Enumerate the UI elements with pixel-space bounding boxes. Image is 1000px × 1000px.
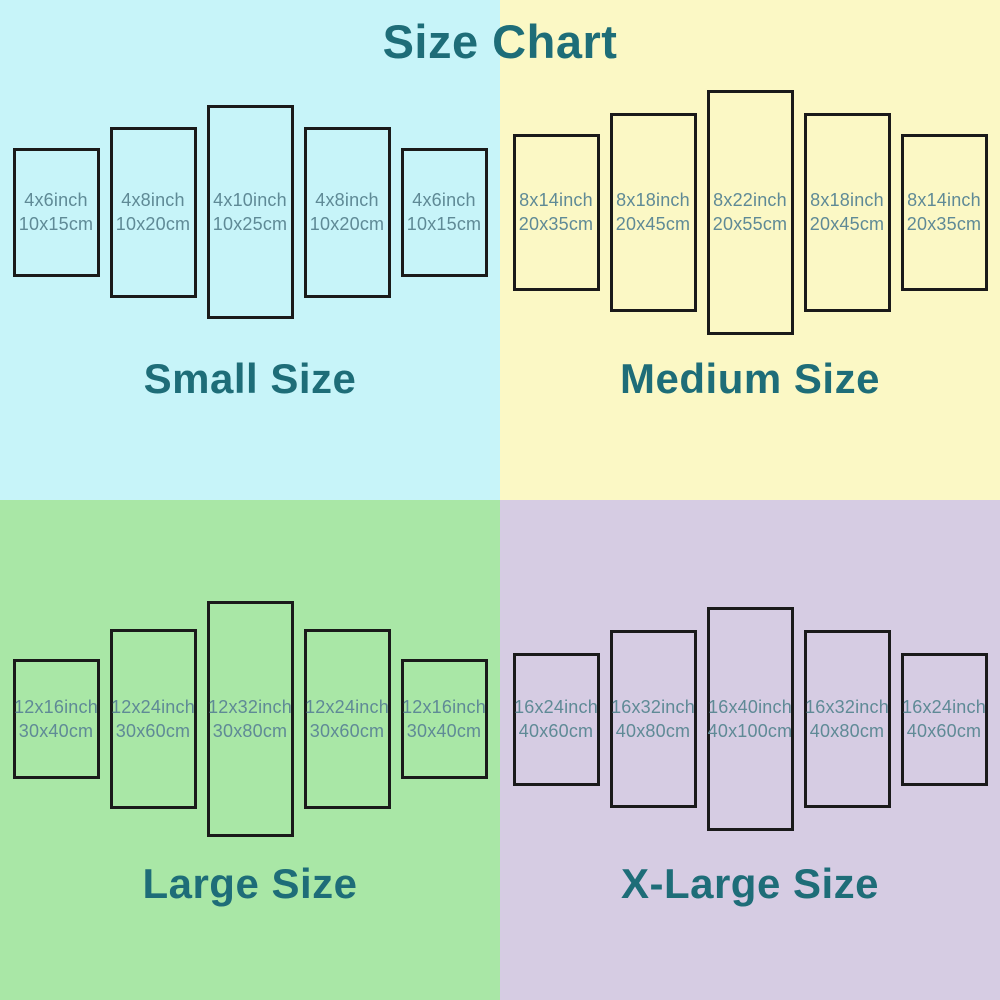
panel-size-inch: 4x8inch: [315, 190, 379, 210]
canvas-panel: 4x6inch 10x15cm: [12, 147, 100, 277]
canvas-panel: 16x32inch 40x80cm: [609, 630, 697, 808]
canvas-panel: 12x16inch 30x40cm: [12, 659, 100, 779]
panel-size-inch: 16x32inch: [611, 697, 695, 717]
panel-size-cm: 20x45cm: [615, 214, 691, 234]
panel-dimensions: 12x32inch 30x80cm: [208, 695, 292, 743]
panel-dimensions: 8x22inch 20x55cm: [713, 188, 787, 236]
panel-size-inch: 12x16inch: [14, 697, 98, 717]
panel-size-inch: 12x32inch: [208, 697, 292, 717]
panel-dimensions: 4x8inch 10x20cm: [310, 188, 384, 236]
panel-size-cm: 30x80cm: [212, 721, 288, 741]
panel-size-cm: 40x80cm: [615, 721, 691, 741]
panel-size-cm: 10x15cm: [406, 214, 482, 234]
panel-size-inch: 4x8inch: [121, 190, 185, 210]
panel-dimensions: 16x40inch 40x100cm: [708, 695, 793, 743]
panel-size-cm: 40x80cm: [809, 721, 885, 741]
panel-size-inch: 16x40inch: [708, 697, 792, 717]
panel-size-cm: 40x60cm: [518, 721, 594, 741]
canvas-panel: 12x24inch 30x60cm: [109, 629, 197, 809]
panel-size-cm: 30x40cm: [18, 721, 94, 741]
panel-dimensions: 12x24inch 30x60cm: [111, 695, 195, 743]
canvas-panel: 4x8inch 10x20cm: [303, 126, 391, 298]
panel-size-cm: 20x35cm: [906, 214, 982, 234]
panel-size-cm: 10x20cm: [115, 214, 191, 234]
panel-size-inch: 4x10inch: [213, 190, 287, 210]
panel-size-inch: 12x24inch: [111, 697, 195, 717]
panel-size-inch: 8x14inch: [519, 190, 593, 210]
panel-dimensions: 16x24inch 40x60cm: [514, 695, 598, 743]
panel-dimensions: 4x8inch 10x20cm: [116, 188, 190, 236]
canvas-panel: 8x14inch 20x35cm: [900, 133, 988, 291]
panel-size-inch: 12x24inch: [305, 697, 389, 717]
canvas-panel: 4x10inch 10x25cm: [206, 105, 294, 319]
panel-dimensions: 12x16inch 30x40cm: [14, 695, 98, 743]
quadrant-medium-size: 8x14inch 20x35cm 8x18inch 20x45cm 8x22in…: [500, 0, 1000, 500]
panel-group-large: 12x16inch 30x40cm 12x24inch 30x60cm 12x3…: [0, 500, 500, 938]
panel-dimensions: 8x18inch 20x45cm: [616, 188, 690, 236]
panel-size-cm: 20x55cm: [712, 214, 788, 234]
canvas-panel: 4x6inch 10x15cm: [400, 147, 488, 277]
panel-dimensions: 4x6inch 10x15cm: [407, 188, 481, 236]
size-group-label-small: Small Size: [143, 355, 357, 402]
panel-dimensions: 16x32inch 40x80cm: [611, 695, 695, 743]
canvas-panel: 12x16inch 30x40cm: [400, 659, 488, 779]
panel-size-inch: 8x22inch: [713, 190, 787, 210]
quadrant-xlarge-size: 16x24inch 40x60cm 16x32inch 40x80cm 16x4…: [500, 500, 1000, 1000]
panel-size-inch: 8x18inch: [616, 190, 690, 210]
canvas-panel: 16x24inch 40x60cm: [512, 652, 600, 786]
panel-size-cm: 10x15cm: [18, 214, 94, 234]
panel-size-inch: 4x6inch: [412, 190, 476, 210]
panel-dimensions: 8x18inch 20x45cm: [810, 188, 884, 236]
canvas-panel: 8x18inch 20x45cm: [609, 112, 697, 312]
panel-dimensions: 8x14inch 20x35cm: [907, 188, 981, 236]
panel-size-inch: 8x14inch: [907, 190, 981, 210]
panel-dimensions: 16x24inch 40x60cm: [902, 695, 986, 743]
panel-size-cm: 40x60cm: [906, 721, 982, 741]
panel-size-cm: 20x45cm: [809, 214, 885, 234]
panel-dimensions: 4x6inch 10x15cm: [19, 188, 93, 236]
canvas-panel: 4x8inch 10x20cm: [109, 126, 197, 298]
canvas-panel: 8x18inch 20x45cm: [803, 112, 891, 312]
panel-group-medium: 8x14inch 20x35cm 8x18inch 20x45cm 8x22in…: [500, 0, 1000, 424]
panel-size-cm: 30x40cm: [406, 721, 482, 741]
size-group-label-medium: Medium Size: [620, 355, 880, 402]
canvas-panel: 12x32inch 30x80cm: [206, 601, 294, 837]
panel-group-xlarge: 16x24inch 40x60cm 16x32inch 40x80cm 16x4…: [500, 500, 1000, 938]
panel-dimensions: 16x32inch 40x80cm: [805, 695, 889, 743]
panel-size-inch: 16x24inch: [902, 697, 986, 717]
size-group-label-large: Large Size: [142, 860, 358, 907]
panel-size-inch: 8x18inch: [810, 190, 884, 210]
canvas-panel: 12x24inch 30x60cm: [303, 629, 391, 809]
canvas-panel: 8x14inch 20x35cm: [512, 133, 600, 291]
quadrant-small-size: 4x6inch 10x15cm 4x8inch 10x20cm 4x10inch…: [0, 0, 500, 500]
panel-dimensions: 12x16inch 30x40cm: [402, 695, 486, 743]
canvas-panel: 16x40inch 40x100cm: [706, 607, 794, 831]
panel-size-cm: 40x100cm: [707, 721, 793, 741]
canvas-panel: 16x32inch 40x80cm: [803, 630, 891, 808]
panel-dimensions: 8x14inch 20x35cm: [519, 188, 593, 236]
panel-dimensions: 12x24inch 30x60cm: [305, 695, 389, 743]
panel-size-cm: 10x20cm: [309, 214, 385, 234]
panel-size-cm: 10x25cm: [212, 214, 288, 234]
quadrant-large-size: 12x16inch 30x40cm 12x24inch 30x60cm 12x3…: [0, 500, 500, 1000]
panel-group-small: 4x6inch 10x15cm 4x8inch 10x20cm 4x10inch…: [0, 0, 500, 424]
panel-size-cm: 20x35cm: [518, 214, 594, 234]
canvas-panel: 8x22inch 20x55cm: [706, 89, 794, 335]
panel-size-inch: 4x6inch: [24, 190, 88, 210]
panel-size-inch: 16x24inch: [514, 697, 598, 717]
panel-size-inch: 12x16inch: [402, 697, 486, 717]
panel-size-cm: 30x60cm: [115, 721, 191, 741]
panel-size-inch: 16x32inch: [805, 697, 889, 717]
panel-size-cm: 30x60cm: [309, 721, 385, 741]
chart-title: Size Chart: [382, 15, 618, 68]
size-group-label-xlarge: X-Large Size: [620, 860, 880, 907]
panel-dimensions: 4x10inch 10x25cm: [213, 188, 287, 236]
canvas-panel: 16x24inch 40x60cm: [900, 652, 988, 786]
